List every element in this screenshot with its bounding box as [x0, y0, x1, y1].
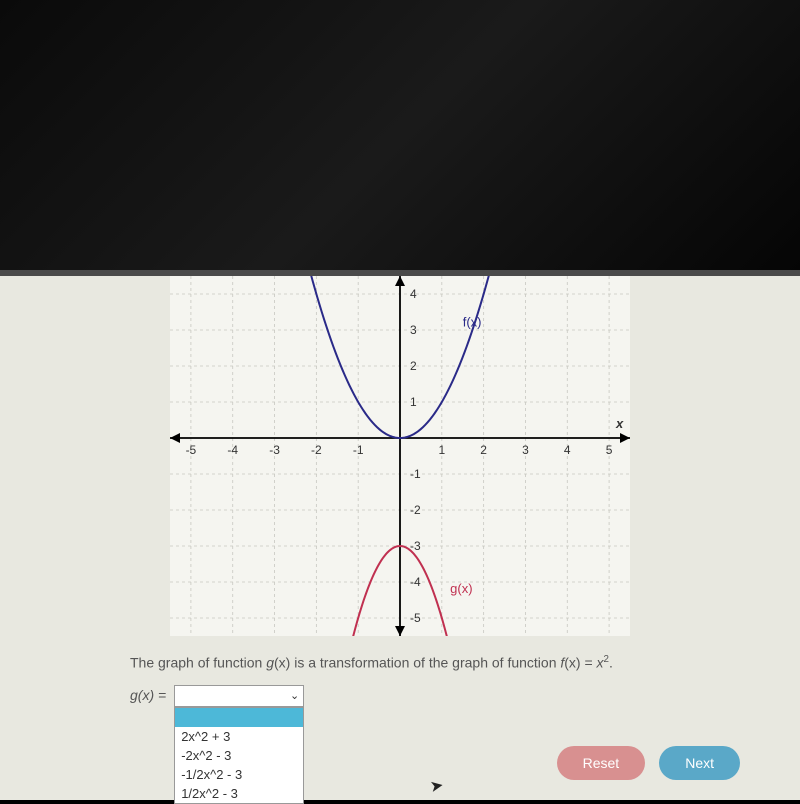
reset-button[interactable]: Reset	[557, 746, 646, 780]
graph-container: -5-4-3-2-112345-5-4-3-2-11234xf(x)g(x)	[170, 276, 630, 636]
dropdown-option-0[interactable]: 2x^2 + 3	[175, 727, 303, 746]
svg-text:-2: -2	[311, 443, 322, 457]
svg-text:f(x): f(x)	[463, 314, 482, 329]
gx-g: g	[130, 687, 138, 703]
q-suffix: .	[609, 655, 613, 671]
q-g: g	[266, 655, 274, 671]
svg-text:-5: -5	[410, 611, 421, 625]
svg-text:-1: -1	[410, 467, 421, 481]
next-button[interactable]: Next	[659, 746, 740, 780]
gx-label: g(x) =	[130, 685, 166, 703]
svg-text:-4: -4	[227, 443, 238, 457]
chevron-down-icon: ⌄	[290, 689, 299, 702]
q-x2: (x) =	[564, 655, 596, 671]
svg-text:1: 1	[410, 395, 417, 409]
top-black-region	[0, 0, 800, 270]
q-prefix: The graph of function	[130, 655, 266, 671]
dropdown-option-1[interactable]: -2x^2 - 3	[175, 746, 303, 765]
q-mid: is a transformation of the graph of func…	[290, 655, 560, 671]
dropdown-open-list: 2x^2 + 3 -2x^2 - 3 -1/2x^2 - 3 1/2x^2 - …	[174, 707, 304, 804]
buttons: Reset Next	[557, 746, 740, 780]
svg-text:-4: -4	[410, 575, 421, 589]
svg-text:1: 1	[438, 443, 445, 457]
question-text: The graph of function g(x) is a transfor…	[130, 654, 750, 671]
svg-text:-1: -1	[353, 443, 364, 457]
svg-text:4: 4	[564, 443, 571, 457]
svg-text:x: x	[615, 416, 624, 431]
dropdown-option-blank[interactable]	[175, 708, 303, 727]
svg-text:3: 3	[410, 323, 417, 337]
svg-text:-5: -5	[186, 443, 197, 457]
svg-text:3: 3	[522, 443, 529, 457]
content-area: -5-4-3-2-112345-5-4-3-2-11234xf(x)g(x) T…	[0, 276, 800, 800]
q-xvar: x	[597, 655, 604, 671]
cursor-icon: ➤	[428, 775, 445, 797]
svg-text:-3: -3	[269, 443, 280, 457]
graph-svg: -5-4-3-2-112345-5-4-3-2-11234xf(x)g(x)	[170, 276, 630, 636]
gx-paren: (x) =	[138, 687, 166, 703]
svg-text:5: 5	[606, 443, 613, 457]
svg-text:-2: -2	[410, 503, 421, 517]
answer-dropdown[interactable]: ⌄ 2x^2 + 3 -2x^2 - 3 -1/2x^2 - 3 1/2x^2 …	[174, 685, 304, 707]
svg-text:2: 2	[410, 359, 417, 373]
q-x1: (x)	[274, 655, 290, 671]
dropdown-closed[interactable]: ⌄	[174, 685, 304, 707]
svg-text:g(x): g(x)	[450, 581, 472, 596]
dropdown-option-2[interactable]: -1/2x^2 - 3	[175, 765, 303, 784]
svg-text:4: 4	[410, 287, 417, 301]
svg-text:2: 2	[480, 443, 487, 457]
answer-row: g(x) = ⌄ 2x^2 + 3 -2x^2 - 3 -1/2x^2 - 3 …	[130, 685, 750, 707]
